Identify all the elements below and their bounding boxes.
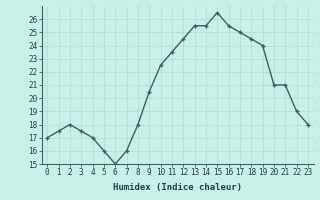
X-axis label: Humidex (Indice chaleur): Humidex (Indice chaleur) (113, 183, 242, 192)
